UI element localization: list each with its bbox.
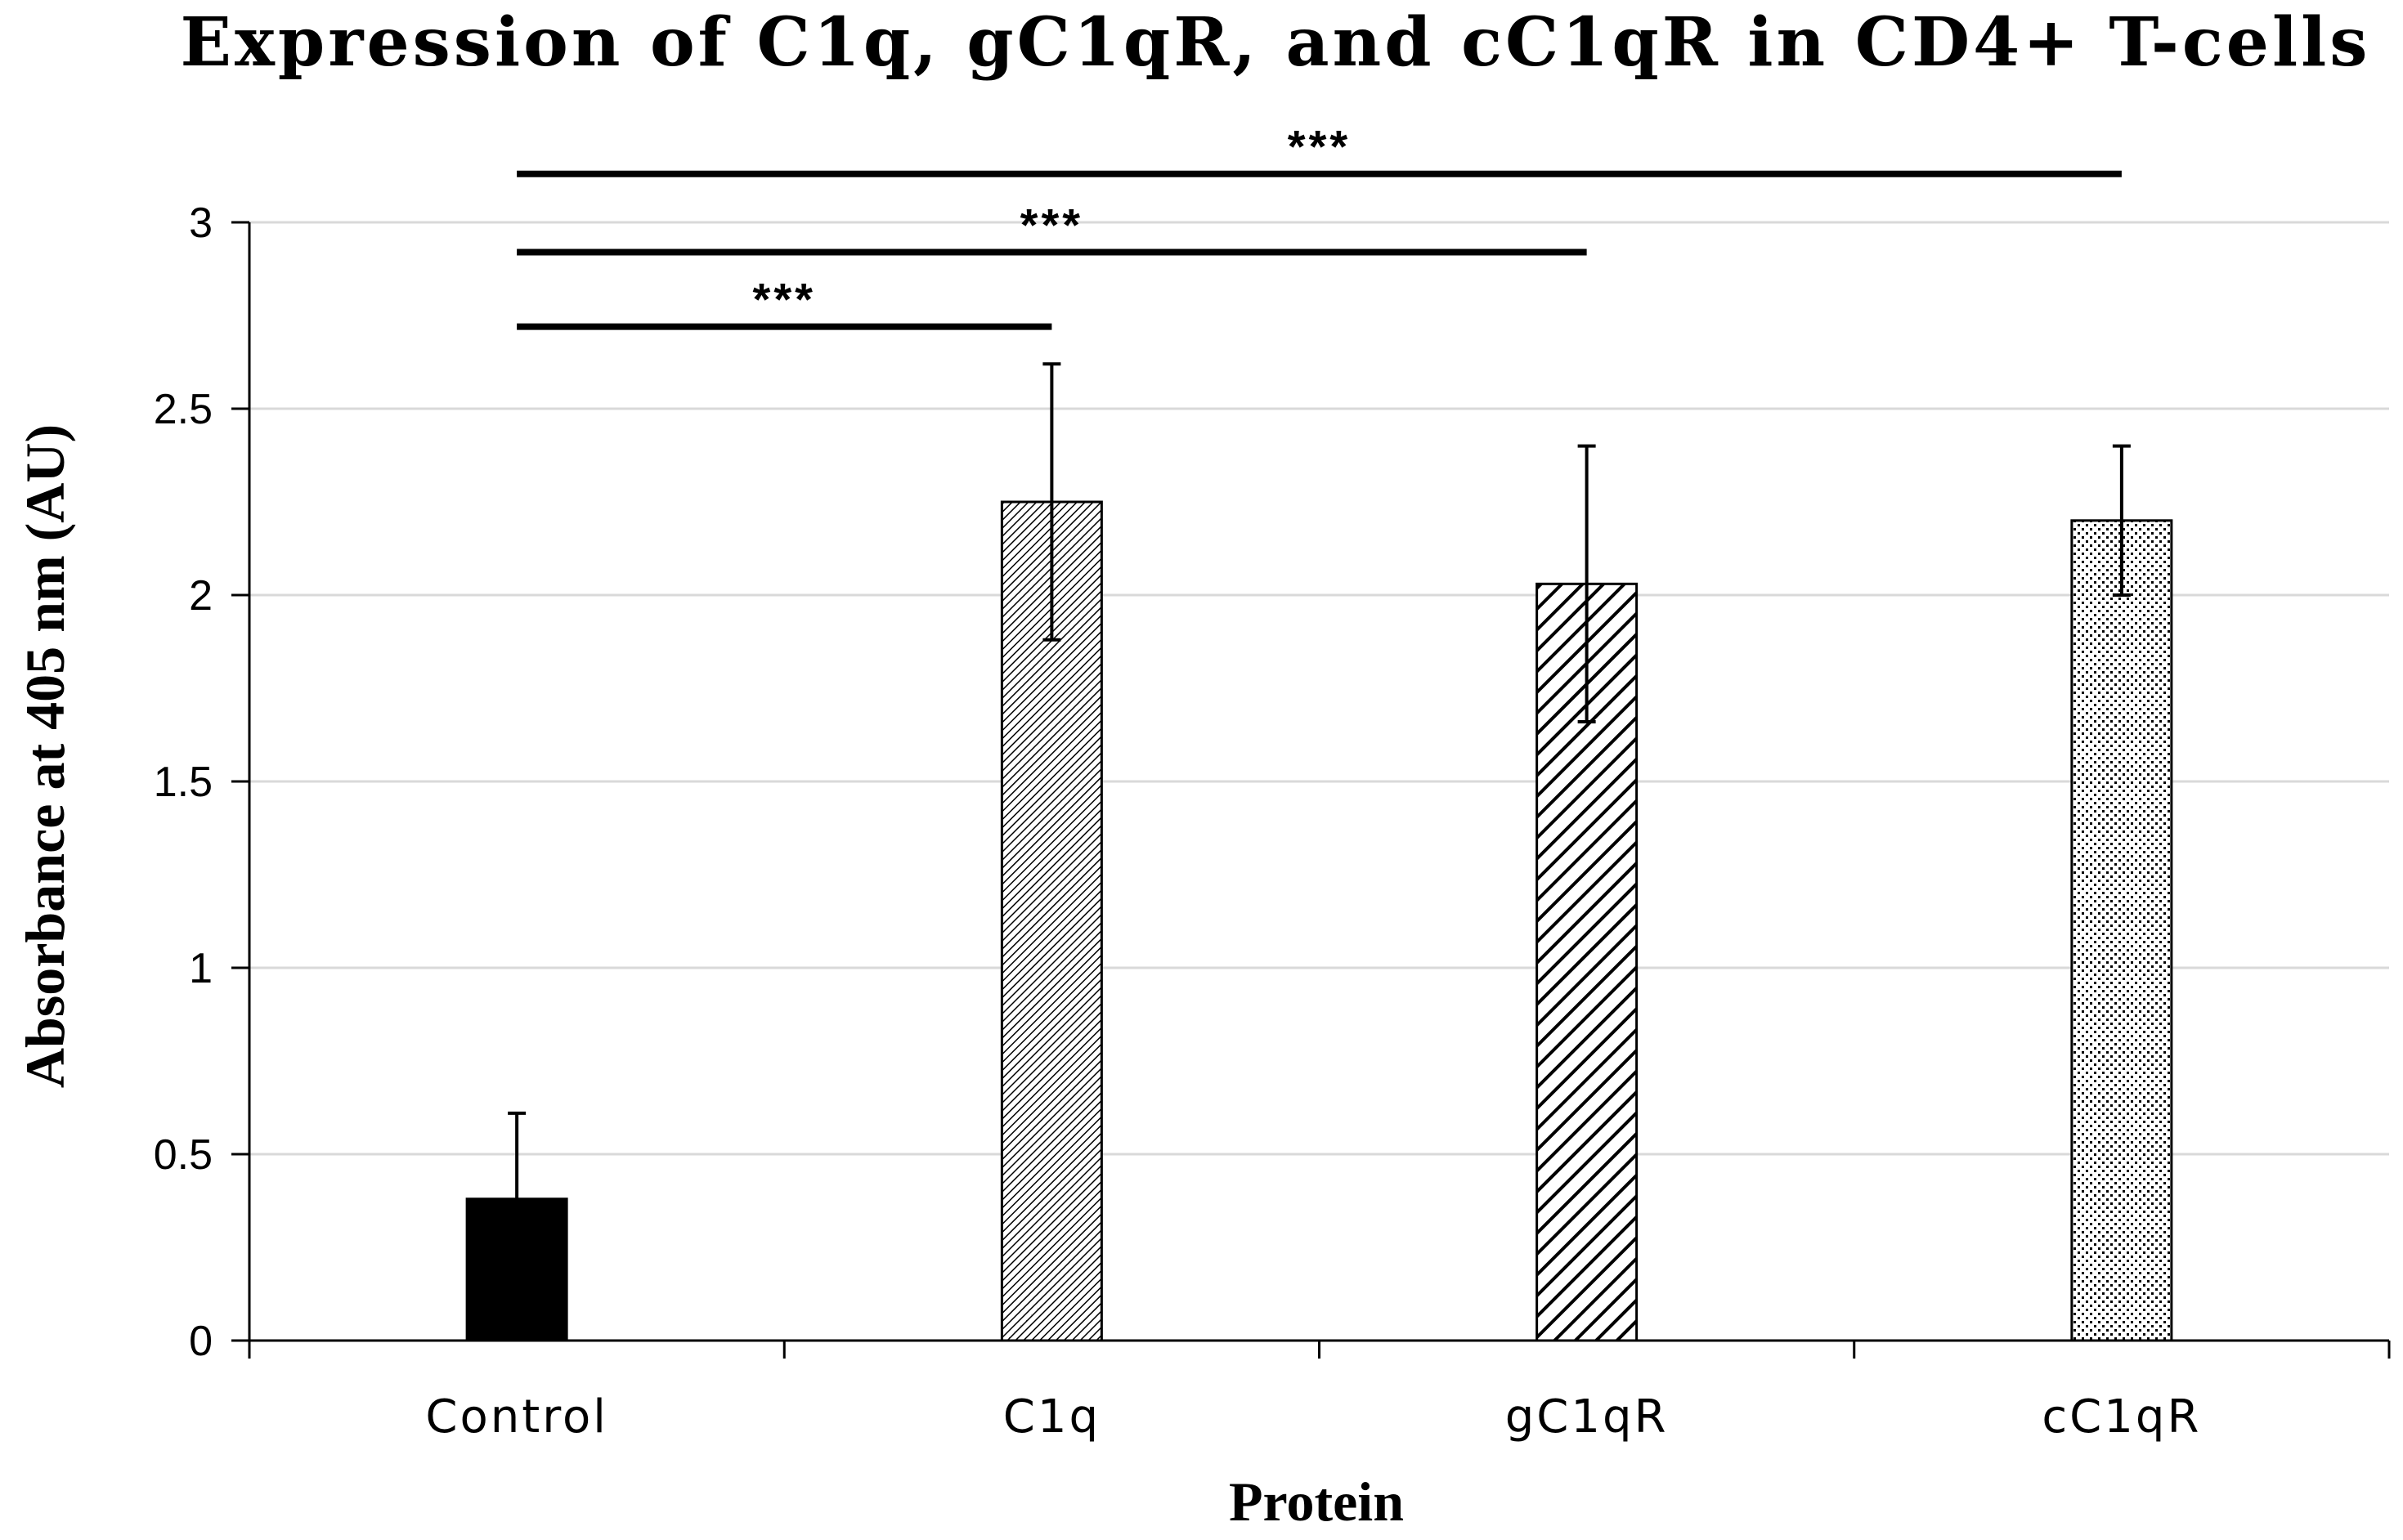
y-axis-title: Absorbance at 405 nm (AU) bbox=[14, 424, 76, 1088]
significance-label: *** bbox=[1288, 121, 1351, 172]
x-tick-label-control: Control bbox=[425, 1390, 607, 1444]
y-tick-label: 3 bbox=[189, 199, 213, 247]
error-bars bbox=[508, 362, 2131, 1287]
y-tick-labels: 0 0.5 1 1.5 2 2.5 3 bbox=[154, 199, 213, 1365]
x-tick-label-cc1qr: cC1qR bbox=[2042, 1390, 2201, 1444]
axes bbox=[231, 221, 2391, 1359]
y-tick-label: 2 bbox=[189, 572, 213, 620]
significance-label: *** bbox=[1020, 199, 1083, 250]
x-tick-label-gc1qr: gC1qR bbox=[1505, 1390, 1669, 1444]
x-tick-labels: Control C1q gC1qR cC1qR bbox=[425, 1390, 2201, 1444]
y-tick-label: 1.5 bbox=[154, 759, 213, 806]
x-tick-label-c1q: C1q bbox=[1003, 1390, 1101, 1444]
gridlines bbox=[249, 221, 2389, 1156]
y-tick-label: 1 bbox=[189, 945, 213, 992]
significance-label: *** bbox=[753, 274, 816, 325]
chart-title: Expression of C1q, gC1qR, and cC1qR in C… bbox=[181, 3, 2371, 82]
y-tick-label: 2.5 bbox=[154, 386, 213, 433]
bar-cc1qr bbox=[2070, 519, 2173, 1342]
x-axis-title: Protein bbox=[1229, 1471, 1404, 1533]
bar-c1q bbox=[1000, 500, 1103, 1342]
y-tick-label: 0 bbox=[189, 1318, 213, 1365]
significance-brackets: *** *** *** bbox=[517, 121, 2122, 330]
bars bbox=[465, 500, 2173, 1342]
y-tick-label: 0.5 bbox=[154, 1131, 213, 1179]
